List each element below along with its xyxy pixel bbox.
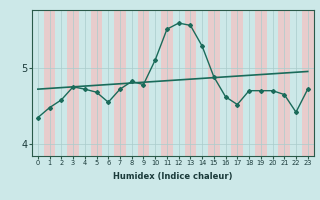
Bar [231,10,243,156]
Bar [278,10,290,156]
X-axis label: Humidex (Indice chaleur): Humidex (Indice chaleur) [113,172,233,181]
Bar [138,10,149,156]
Bar [302,10,314,156]
Bar [185,10,196,156]
Bar [91,10,102,156]
Bar [67,10,79,156]
Bar [255,10,267,156]
Bar [44,10,55,156]
Bar [161,10,173,156]
Bar [114,10,126,156]
Bar [208,10,220,156]
